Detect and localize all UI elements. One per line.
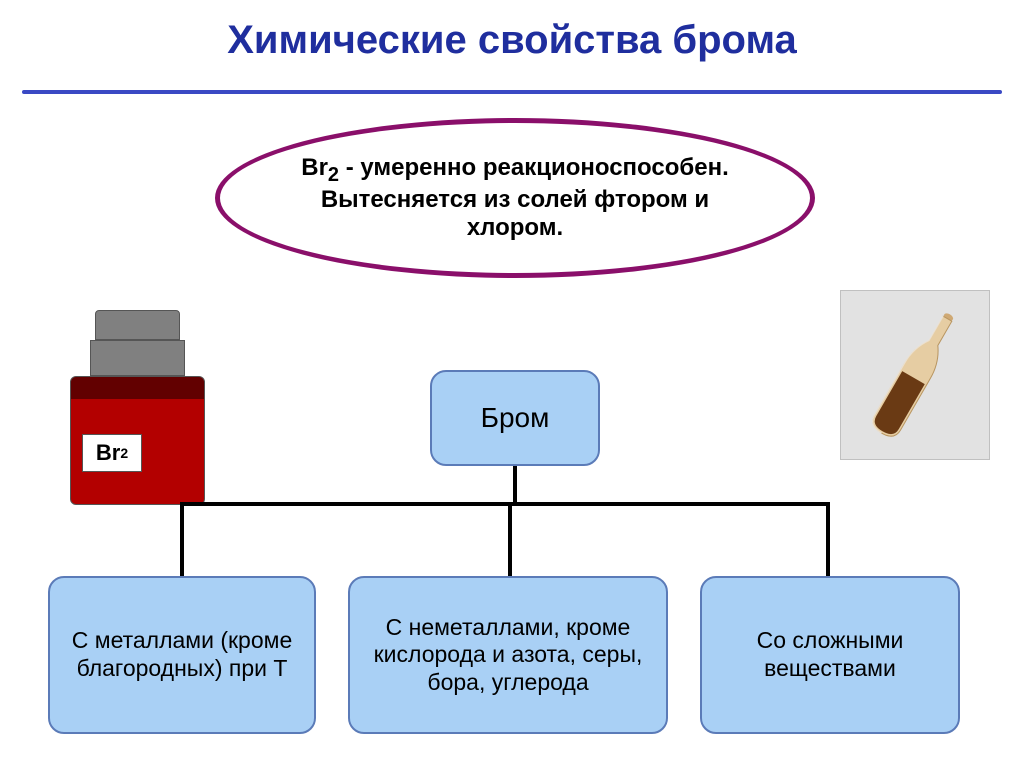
bottle-label: Br2	[82, 434, 142, 472]
connector-horizontal	[180, 502, 830, 506]
title-divider	[22, 90, 1002, 94]
summary-line-1-suffix: - умеренно реакционоспособен.	[339, 154, 729, 181]
summary-line-1: Br2 - умеренно реакционоспособен.	[301, 154, 729, 187]
tree-leaf-1: С металлами (кроме благородных) при Т	[48, 576, 316, 734]
connector-root-vertical	[513, 466, 517, 502]
connector-leaf-2	[508, 502, 512, 576]
connector-leaf-1	[180, 502, 184, 576]
tree-root-node: Бром	[430, 370, 600, 466]
slide-title: Химические свойства брома	[0, 18, 1024, 63]
tree-leaf-2: С неметаллами, кроме кислорода и азота, …	[348, 576, 668, 734]
bromine-bottle-illustration: Br2	[70, 310, 205, 505]
formula-base: Br	[301, 154, 328, 181]
formula-sub: 2	[328, 163, 339, 185]
bromine-ampoule-photo	[840, 290, 990, 460]
bottle-neck	[90, 340, 185, 376]
bottle-label-sub: 2	[120, 445, 128, 461]
bottle-label-base: Br	[96, 440, 120, 466]
tree-leaf-3: Со сложными веществами	[700, 576, 960, 734]
summary-line-2: Вытесняется из солей фтором и хлором.	[280, 186, 750, 242]
bottle-cap	[95, 310, 180, 340]
connector-leaf-3	[826, 502, 830, 576]
summary-ellipse: Br2 - умеренно реакционоспособен. Вытесн…	[215, 118, 815, 278]
